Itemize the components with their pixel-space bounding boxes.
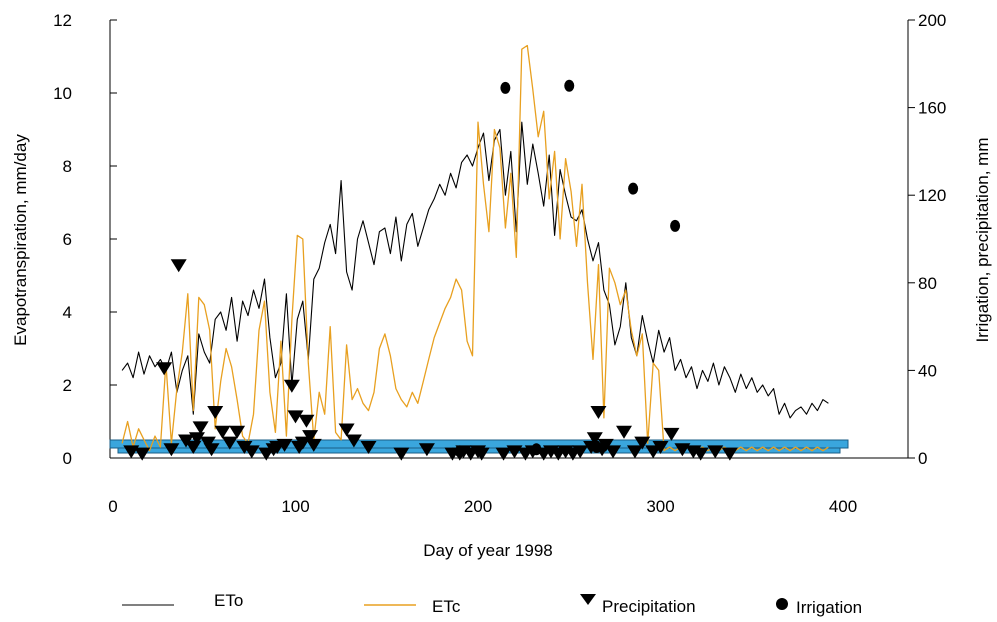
precipitation-marker: [586, 432, 603, 446]
irrigation-marker: [670, 219, 681, 232]
irrigation-marker: [531, 443, 542, 456]
precipitation-marker: [305, 438, 322, 452]
irrigation-marker: [454, 445, 465, 458]
x-tick-label: 100: [281, 497, 309, 516]
y-left-tick-label: 2: [63, 376, 72, 395]
y-left-tick-label: 0: [63, 449, 72, 468]
precipitation-marker: [473, 447, 490, 461]
y-right-tick-label: 40: [918, 361, 937, 380]
y-right-tick-label: 120: [918, 186, 946, 205]
precipitation-marker: [163, 443, 180, 457]
series-etc-line: [121, 44, 829, 452]
precipitation-marker: [170, 259, 187, 273]
precipitation-marker: [199, 436, 216, 450]
precipitation-marker: [229, 425, 246, 439]
precipitation-marker: [156, 362, 173, 376]
legend-irrigation-marker: [776, 598, 788, 610]
y-left-tick-label: 4: [63, 303, 72, 322]
precipitation-marker: [692, 447, 709, 461]
series-layer: [121, 44, 829, 452]
precipitation-marker: [283, 379, 300, 393]
precipitation-marker: [393, 447, 410, 461]
x-tick-label: 200: [464, 497, 492, 516]
x-tick-label: 400: [829, 497, 857, 516]
precipitation-marker: [707, 445, 724, 459]
series-eto-line: [121, 121, 829, 419]
legend-precipitation-marker: [580, 594, 596, 605]
irrigation-marker: [591, 441, 602, 454]
precipitation-marker: [276, 438, 293, 452]
legend-eto-label: ETo: [214, 591, 243, 610]
precipitation-marker: [572, 445, 589, 459]
precipitation-marker: [663, 427, 680, 441]
precipitation-marker: [418, 443, 435, 457]
legend-irrigation-label: Irrigation: [796, 598, 862, 617]
y-right-tick-label: 200: [918, 11, 946, 30]
precipitation-marker: [338, 423, 355, 437]
precipitation-marker: [590, 406, 607, 420]
precipitation-marker: [192, 421, 209, 435]
irrigation-marker: [564, 79, 575, 92]
irrigation-marker: [500, 81, 511, 94]
legend: ETo ETc Precipitation Irrigation: [122, 591, 862, 617]
irrigation-marker: [628, 182, 639, 195]
y-axis-right-label: Irrigation, precipitation, mm: [973, 137, 992, 342]
legend-etc-label: ETc: [432, 597, 461, 616]
precipitation-marker: [207, 406, 224, 420]
precipitation-marker: [188, 432, 205, 446]
y-left-tick-label: 10: [53, 84, 72, 103]
y-left-tick-label: 6: [63, 230, 72, 249]
y-right-tick-label: 160: [918, 99, 946, 118]
precipitation-marker: [605, 445, 622, 459]
x-tick-label: 0: [108, 497, 117, 516]
y-left-tick-label: 8: [63, 157, 72, 176]
precipitation-marker: [203, 443, 220, 457]
y-axis-left-label: Evapotranspiration, mm/day: [11, 134, 30, 346]
precipitation-marker: [634, 436, 651, 450]
precipitation-marker: [345, 434, 362, 448]
x-tick-label: 300: [646, 497, 674, 516]
x-axis-label: Day of year 1998: [423, 541, 552, 560]
precipitation-marker: [221, 436, 238, 450]
y-right-tick-label: 80: [918, 274, 937, 293]
precipitation-marker: [360, 441, 377, 455]
precipitation-marker: [721, 447, 738, 461]
precipitation-marker: [243, 445, 260, 459]
precipitation-marker: [626, 445, 643, 459]
precipitation-marker: [298, 414, 315, 428]
precipitation-marker: [495, 447, 512, 461]
legend-precipitation-label: Precipitation: [602, 597, 696, 616]
precipitation-marker: [236, 441, 253, 455]
precipitation-marker: [616, 425, 632, 439]
precipitation-marker: [178, 434, 194, 448]
precipitation-marker: [302, 430, 319, 444]
y-right-tick-label: 0: [918, 449, 927, 468]
y-left-tick-label: 12: [53, 11, 72, 30]
precipitation-marker: [134, 447, 151, 461]
marker-layer: [123, 79, 738, 461]
precipitation-marker: [652, 441, 669, 455]
precipitation-marker: [597, 438, 614, 452]
precipitation-marker: [287, 410, 304, 424]
precipitation-marker: [214, 425, 231, 439]
